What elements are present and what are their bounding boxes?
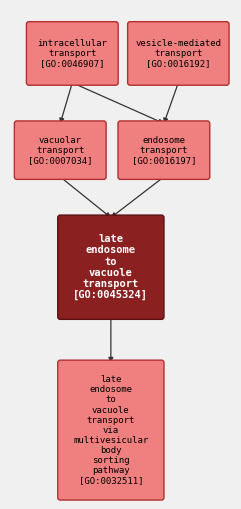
FancyBboxPatch shape bbox=[128, 22, 229, 85]
FancyBboxPatch shape bbox=[58, 215, 164, 319]
FancyBboxPatch shape bbox=[58, 360, 164, 500]
FancyBboxPatch shape bbox=[27, 22, 118, 85]
Text: intracellular
transport
[GO:0046907]: intracellular transport [GO:0046907] bbox=[37, 39, 107, 68]
Text: vesicle-mediated
transport
[GO:0016192]: vesicle-mediated transport [GO:0016192] bbox=[135, 39, 221, 68]
FancyBboxPatch shape bbox=[118, 121, 210, 179]
Text: late
endosome
to
vacuole
transport
[GO:0045324]: late endosome to vacuole transport [GO:0… bbox=[73, 234, 148, 300]
Text: late
endosome
to
vacuole
transport
via
multivesicular
body
sorting
pathway
[GO:0: late endosome to vacuole transport via m… bbox=[73, 375, 148, 485]
Text: endosome
transport
[GO:0016197]: endosome transport [GO:0016197] bbox=[132, 135, 196, 165]
FancyBboxPatch shape bbox=[14, 121, 106, 179]
Text: vacuolar
transport
[GO:0007034]: vacuolar transport [GO:0007034] bbox=[28, 135, 93, 165]
